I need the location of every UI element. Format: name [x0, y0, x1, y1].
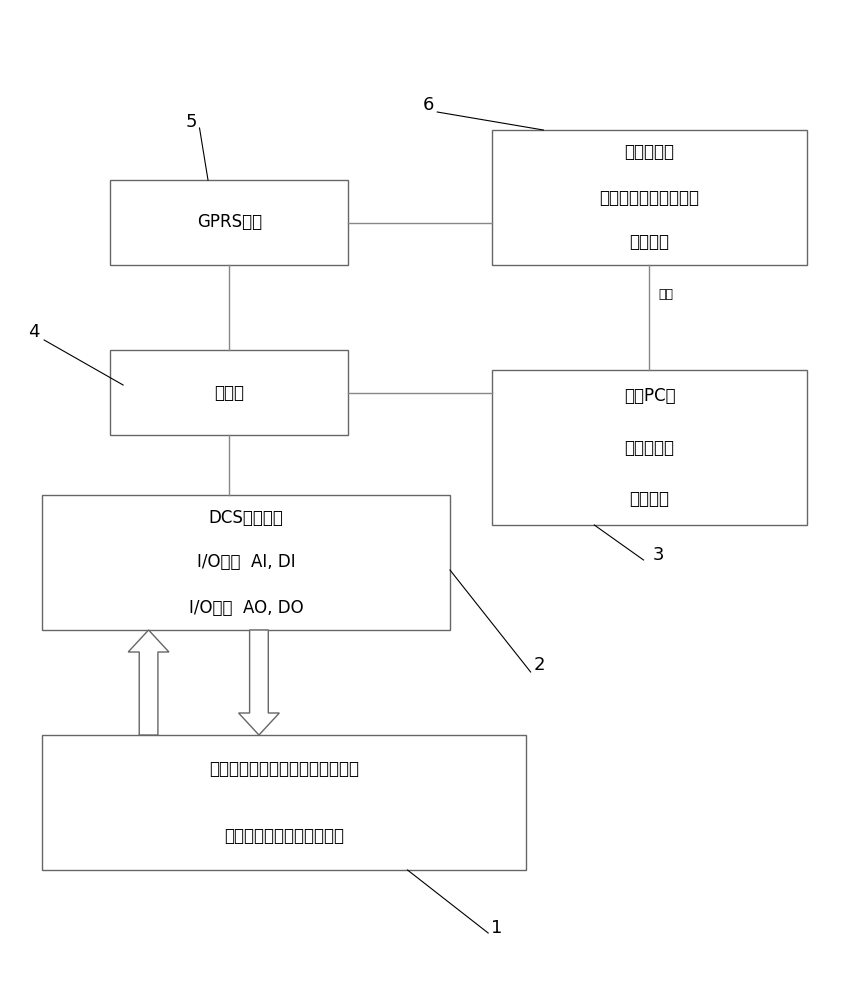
Text: 实时监控: 实时监控 — [629, 490, 670, 508]
Bar — [110, 180, 348, 265]
Text: 6: 6 — [423, 96, 435, 114]
Text: 实时监控: 实时监控 — [629, 233, 670, 251]
Polygon shape — [239, 630, 279, 735]
Text: 1: 1 — [491, 919, 503, 937]
Polygon shape — [128, 630, 169, 735]
Bar — [492, 130, 807, 265]
Bar — [492, 370, 807, 525]
Text: 同步: 同步 — [658, 288, 673, 300]
Text: 3: 3 — [652, 546, 664, 564]
Text: 温度、压力、流量、液位等传感器: 温度、压力、流量、液位等传感器 — [210, 760, 359, 778]
Text: I/O模块  AI, DI: I/O模块 AI, DI — [197, 554, 295, 572]
Bar — [110, 350, 348, 435]
Text: 编程、组态: 编程、组态 — [625, 438, 674, 456]
Text: （平板电脑、手机等）: （平板电脑、手机等） — [599, 188, 700, 207]
Text: 5: 5 — [185, 113, 197, 131]
Text: 4: 4 — [28, 323, 40, 341]
Text: GPRS模块: GPRS模块 — [197, 214, 261, 232]
Text: 工业过程控制装置受控对象: 工业过程控制装置受控对象 — [224, 827, 345, 845]
Text: DCS控制系统: DCS控制系统 — [209, 508, 284, 526]
Text: 2: 2 — [533, 656, 545, 674]
Text: I/O模块  AO, DO: I/O模块 AO, DO — [188, 598, 304, 616]
Text: 手持客户端: 手持客户端 — [625, 143, 674, 161]
Text: 工控PC机: 工控PC机 — [624, 387, 675, 405]
Bar — [42, 735, 526, 870]
Text: 交换机: 交换机 — [214, 384, 245, 402]
Bar — [42, 495, 450, 630]
